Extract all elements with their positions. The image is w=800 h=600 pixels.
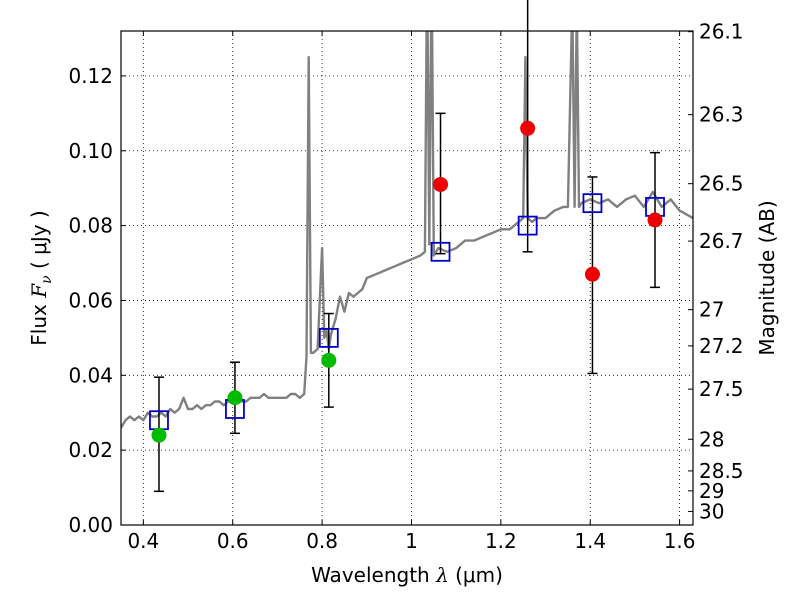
y-axis-label: Flux Fν ( μJy ) xyxy=(27,210,55,345)
y2-tick-label: 27.5 xyxy=(699,377,744,401)
y-axis-label-subscript: ν xyxy=(39,275,55,284)
model-photometry-square xyxy=(517,215,538,236)
x-tick-label: 0.4 xyxy=(127,529,159,553)
grid-lines xyxy=(121,31,693,526)
x-tick-label: 1.2 xyxy=(485,529,517,553)
y-tick-label: 0.02 xyxy=(68,438,113,462)
non-detection-point xyxy=(647,212,663,228)
y2-axis-label: Magnitude (AB) xyxy=(755,200,779,355)
detection-point xyxy=(227,390,243,406)
model-photometry-square xyxy=(430,241,451,262)
y-tick-label: 0.10 xyxy=(68,139,113,163)
y2-tick-label: 26.3 xyxy=(699,103,744,127)
y-tick-label: 0.08 xyxy=(68,214,113,238)
y2-tick-label: 28.5 xyxy=(699,459,744,483)
x-tick-label: 0.6 xyxy=(217,529,249,553)
x-tick-label: 1 xyxy=(405,529,418,553)
y-tick-label: 0.12 xyxy=(68,64,113,88)
y2-tick-label: 27.2 xyxy=(699,334,744,358)
y-tick-label: 0.04 xyxy=(68,363,113,387)
y2-tick-label: 26.5 xyxy=(699,172,744,196)
detection-point xyxy=(321,352,337,368)
x-axis-label: Wavelength λ (μm) xyxy=(311,563,503,587)
x-axis-label-prefix: Wavelength xyxy=(311,563,436,587)
y-axis-label-symbol: F xyxy=(27,283,51,299)
y2-tick-label: 28 xyxy=(699,427,724,451)
y-axis-label-suffix: ( μJy ) xyxy=(27,210,51,275)
y2-tick-label: 26.7 xyxy=(699,229,744,253)
y-tick-label: 0.00 xyxy=(68,513,113,537)
y-tick-label: 0.06 xyxy=(68,288,113,312)
y2-tick-label: 29 xyxy=(699,479,724,503)
model-photometry-square xyxy=(318,327,339,348)
plot-area xyxy=(121,31,693,429)
y2-tick-label: 27 xyxy=(699,298,724,322)
y-axis-label-prefix: Flux xyxy=(27,298,51,346)
detection-point xyxy=(151,427,167,443)
non-detection-point xyxy=(433,176,449,192)
x-axis-label-symbol: λ xyxy=(435,563,449,587)
x-tick-label: 0.8 xyxy=(306,529,338,553)
x-tick-label: 1.6 xyxy=(664,529,696,553)
non-detection-point xyxy=(584,266,600,282)
y2-tick-label: 26.1 xyxy=(699,20,744,44)
model-photometry-square xyxy=(582,193,603,214)
y2-tick-label: 30 xyxy=(699,499,724,523)
non-detection-point xyxy=(520,120,536,136)
plot-frame xyxy=(120,30,694,526)
x-tick-label: 1.4 xyxy=(574,529,606,553)
axis-ticks: 0.4 0.6 0.8 1 1.2 1.4 1.6 0.00 0.02 0.04 0.06 0.08 0… xyxy=(68,20,743,553)
x-axis-label-suffix: (μm) xyxy=(449,563,503,587)
spectrum-line xyxy=(121,31,693,429)
